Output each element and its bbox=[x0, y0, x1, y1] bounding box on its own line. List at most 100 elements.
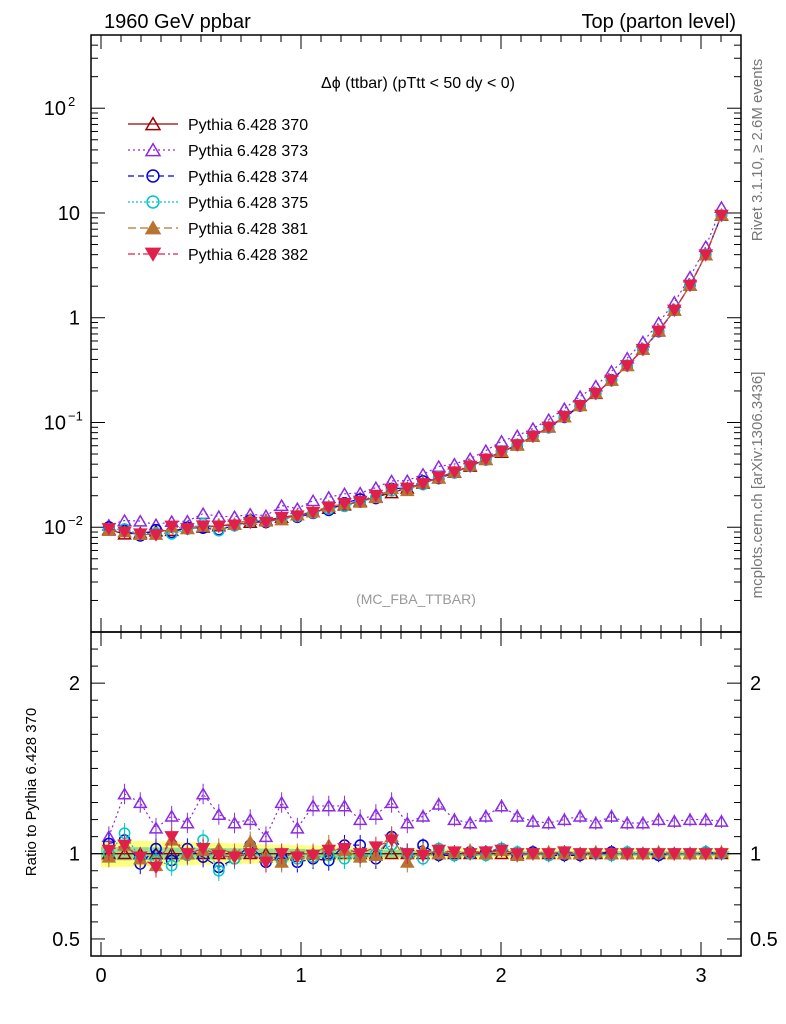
series-382-point bbox=[431, 471, 447, 485]
series-373-ratio-point bbox=[604, 809, 619, 822]
series-373-ratio-point bbox=[651, 812, 666, 826]
ratio-series-group bbox=[101, 783, 729, 881]
series-373-ratio-point bbox=[572, 809, 588, 822]
series-382-ratio-point bbox=[447, 846, 462, 859]
mcplots-label: mcplots.cern.ch [arXiv:1306.3436] bbox=[749, 372, 766, 599]
series-382-point bbox=[321, 502, 337, 515]
ratio-y-tick-label: 0.5 bbox=[52, 929, 80, 951]
series-373-ratio-point bbox=[227, 816, 242, 829]
series-382-ratio-point bbox=[290, 851, 305, 864]
legend-item-381-label: Pythia 6.428 381 bbox=[188, 221, 308, 238]
series-382-ratio-point bbox=[227, 851, 242, 864]
legend-item-373-marker bbox=[144, 142, 162, 157]
series-373-ratio-point bbox=[384, 795, 399, 809]
series-382-ratio-point bbox=[399, 848, 415, 861]
series-382-ratio-point bbox=[258, 856, 274, 870]
series-382-ratio-point bbox=[148, 861, 164, 875]
series-370-ratio-point bbox=[117, 846, 132, 860]
series-382-point bbox=[384, 483, 399, 497]
series-373-ratio-point bbox=[698, 812, 714, 826]
chart-title: Δϕ (ttbar) (pTtt < 50 dy < 0) bbox=[321, 75, 515, 92]
series-382-point bbox=[242, 516, 258, 530]
series-373-ratio-point bbox=[541, 816, 556, 829]
ratio-y-tick-label: 1 bbox=[69, 844, 80, 866]
series-373-ratio-point bbox=[509, 809, 525, 822]
series-382-point bbox=[211, 520, 227, 534]
ratio-y-tick-label-right: 1 bbox=[750, 844, 761, 866]
series-382-ratio-point bbox=[604, 848, 619, 861]
series-382-ratio-point bbox=[180, 848, 195, 861]
series-374-ratio-line bbox=[108, 835, 722, 869]
series-373-ratio-point bbox=[148, 821, 164, 834]
series-381-ratio-line bbox=[108, 835, 722, 867]
series-381-line bbox=[108, 214, 723, 536]
series-382-ratio-point bbox=[557, 846, 572, 859]
series-373-ratio-point bbox=[337, 799, 352, 812]
series-382-point bbox=[399, 482, 415, 496]
series-382-point bbox=[274, 511, 289, 525]
series-382-point bbox=[651, 325, 666, 339]
series-373-point bbox=[494, 434, 509, 447]
series-373-ratio-point bbox=[557, 812, 572, 826]
series-382-line bbox=[108, 215, 723, 536]
series-382-point bbox=[525, 430, 541, 444]
series-382-point bbox=[698, 249, 714, 262]
series-382-point bbox=[557, 410, 572, 424]
axis-ticks bbox=[91, 34, 742, 957]
series-373-ratio-point bbox=[447, 812, 462, 826]
series-382-point bbox=[195, 520, 211, 533]
series-382-point bbox=[541, 421, 556, 435]
series-382-point bbox=[290, 510, 305, 523]
series-373-ratio-point bbox=[305, 799, 321, 812]
series-373-point bbox=[132, 514, 148, 527]
series-382-point bbox=[509, 439, 525, 452]
series-382-point bbox=[572, 400, 588, 413]
series-373-ratio-point bbox=[117, 787, 132, 800]
series-382-point bbox=[462, 460, 478, 474]
main-series-group bbox=[101, 200, 729, 542]
series-373-ratio-point bbox=[242, 812, 258, 826]
rivet-label: Rivet 3.1.10, ≥ 2.6M events bbox=[749, 59, 766, 242]
series-373-ratio-point bbox=[682, 812, 698, 826]
series-382-point bbox=[494, 446, 509, 459]
series-382-ratio-point bbox=[572, 848, 588, 861]
series-382-point bbox=[148, 529, 164, 542]
legend: Pythia 6.428 370 Pythia 6.428 373 Pythia 6… bbox=[128, 116, 308, 264]
series-373-point bbox=[274, 498, 289, 512]
series-382-point bbox=[682, 279, 698, 293]
series-373-ratio-point bbox=[462, 816, 478, 829]
series-382-point bbox=[180, 523, 195, 536]
y-tick-label: 10 bbox=[44, 412, 66, 434]
series-373-ratio-point bbox=[431, 797, 447, 810]
series-375-ratio-point bbox=[212, 864, 225, 877]
ratio-y-tick-label-right: 2 bbox=[750, 673, 761, 695]
series-373-ratio-point bbox=[525, 814, 541, 827]
series-382-point bbox=[132, 528, 148, 541]
series-382-ratio-point bbox=[352, 848, 368, 861]
series-373-ratio-point bbox=[211, 807, 227, 821]
series-382-ratio-point bbox=[384, 834, 399, 847]
y-tick-exponent: −1 bbox=[68, 408, 83, 423]
series-373-line bbox=[108, 207, 723, 526]
series-382-ratio-point bbox=[667, 848, 682, 861]
series-382-ratio-point bbox=[682, 848, 698, 861]
ratio-ylabel: Ratio to Pythia 6.428 370 bbox=[23, 708, 40, 876]
series-373-ratio-point bbox=[635, 816, 651, 829]
series-382-point bbox=[258, 516, 274, 530]
series-373-ratio-point bbox=[588, 816, 604, 829]
series-382-ratio-point bbox=[431, 844, 447, 858]
series-382-ratio-point bbox=[541, 848, 556, 861]
series-382-point bbox=[164, 520, 179, 534]
series-373-ratio-point bbox=[321, 799, 337, 812]
series-382-ratio-point bbox=[698, 848, 714, 861]
y-tick-exponent: −2 bbox=[68, 513, 83, 528]
series-373-ratio-point bbox=[274, 795, 289, 809]
legend-item-373-label: Pythia 6.428 373 bbox=[188, 143, 308, 160]
series-382-point bbox=[337, 498, 352, 511]
y-tick-label: 10 bbox=[44, 517, 66, 539]
series-382-point bbox=[604, 374, 619, 388]
series-373-ratio-point bbox=[195, 787, 211, 800]
ratio-y-tick-label-right: 0.5 bbox=[750, 929, 778, 951]
